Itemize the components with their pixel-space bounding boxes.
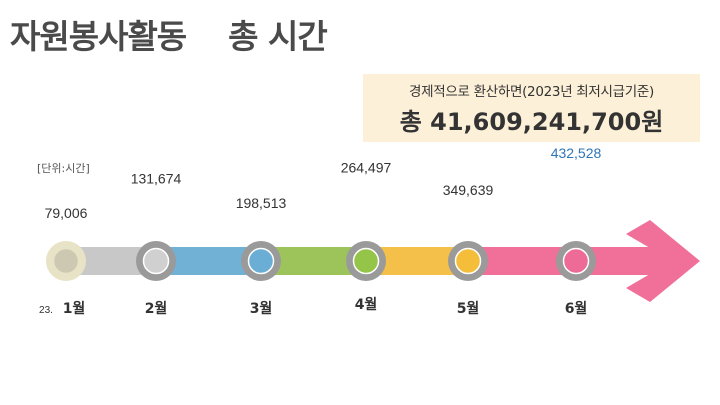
arrow-head [626, 220, 700, 302]
timeline-node [352, 247, 380, 275]
timeline-node [52, 247, 80, 275]
timeline-segment [630, 247, 660, 275]
value-label: 198,513 [236, 195, 287, 211]
value-label: 349,639 [443, 182, 494, 198]
economic-total: 총 41,609,241,700원 [399, 108, 664, 136]
month-label: 1월 [63, 300, 86, 317]
timeline-node [562, 247, 590, 275]
page-title: 자원봉사활동 총 시간 [10, 17, 328, 56]
unit-note: [단위:시간] [37, 162, 90, 175]
value-label: 432,528 [551, 145, 602, 161]
year-prefix: 23. [39, 305, 53, 316]
value-label: 264,497 [341, 159, 392, 175]
month-label: 3월 [250, 300, 273, 317]
month-label: 4월 [355, 296, 378, 313]
timeline-node [454, 247, 482, 275]
month-label: 6월 [565, 300, 588, 317]
value-label: 79,006 [45, 205, 88, 221]
economic-value-box: 경제적으로 환산하면(2023년 최저시급기준) 총 41,609,241,70… [363, 74, 700, 142]
value-label: 131,674 [131, 171, 182, 187]
month-label: 5월 [457, 300, 480, 317]
timeline-node [247, 247, 275, 275]
economic-note: 경제적으로 환산하면(2023년 최저시급기준) [409, 84, 654, 100]
month-label: 2월 [145, 300, 168, 317]
timeline-node [142, 247, 170, 275]
